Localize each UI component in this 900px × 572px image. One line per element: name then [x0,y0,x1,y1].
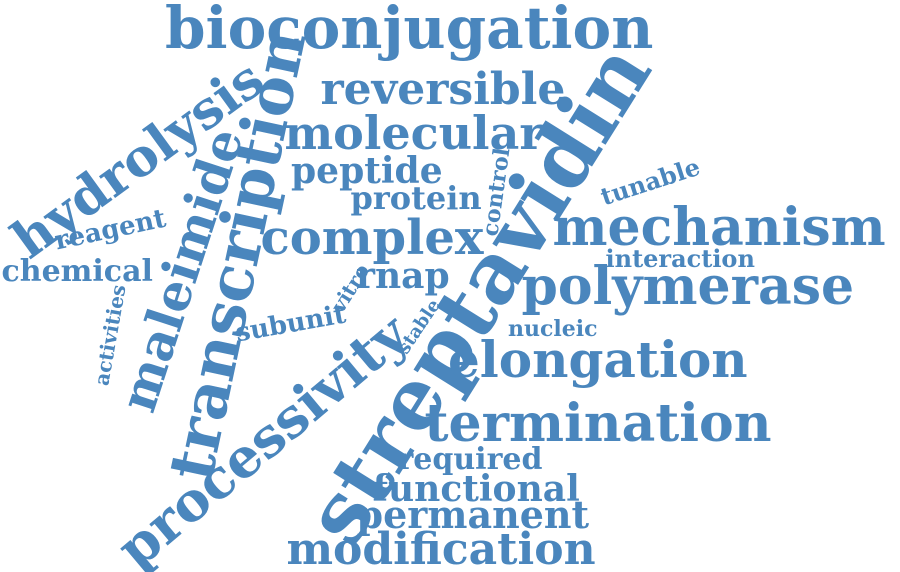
word-nucleic: nucleic [508,316,598,342]
word-protein: protein [350,179,482,217]
word-molecular: molecular [284,106,544,160]
word-bioconjugation: bioconjugation [165,0,654,62]
word-modification: modification [286,524,596,572]
word-peptide: peptide [291,150,443,192]
word-termination: termination [424,393,772,454]
word-polymerase: polymerase [521,256,855,317]
word-required: required [397,442,543,477]
word-interaction: interaction [605,244,755,273]
word-chemical: chemical [1,254,153,289]
word-elongation: elongation [448,330,748,389]
word-rnap: rnap [356,255,450,297]
word-reversible: reversible [320,64,566,115]
word-complex: complex [260,210,484,266]
word-mechanism: mechanism [552,197,886,258]
word-permanent: permanent [356,492,590,537]
word-functional: functional [372,468,580,510]
